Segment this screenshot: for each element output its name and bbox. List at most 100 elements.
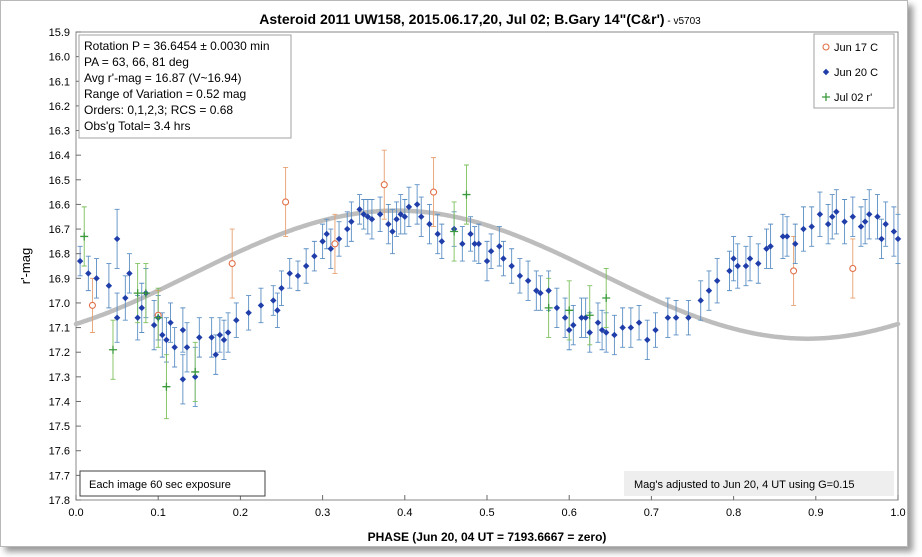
data-point-jun20 <box>356 206 363 213</box>
data-point-jun17 <box>380 181 388 189</box>
data-point-jun20 <box>866 211 873 218</box>
data-point-jun20 <box>475 240 482 248</box>
y-tick-label: 17.5 <box>49 421 70 433</box>
data-point-jun20 <box>561 314 569 321</box>
data-point-jun20 <box>496 243 503 250</box>
data-point-jun20 <box>533 287 540 294</box>
x-tick-label: 0.1 <box>151 507 166 519</box>
data-point-jul02 <box>544 303 553 312</box>
info-box: Rotation P = 36.6454 ± 0.0030 min PA = 6… <box>78 34 292 139</box>
data-point-jun20 <box>800 225 807 233</box>
data-point-jul02 <box>450 227 459 236</box>
data-point-jun20 <box>578 314 585 321</box>
info-rotation: Rotation P = 36.6454 ± 0.0030 min <box>84 39 270 53</box>
data-point-jun17 <box>88 301 96 309</box>
y-axis-label: r'-mag <box>18 248 33 284</box>
y-tick-label: 16.8 <box>49 249 70 261</box>
data-point-jun20 <box>138 304 145 312</box>
data-point-jun20 <box>208 334 215 341</box>
y-tick-label: 16.3 <box>49 126 70 138</box>
data-point-jun20 <box>598 326 606 334</box>
data-point-jul02 <box>462 190 471 199</box>
data-point-jun20 <box>191 373 199 381</box>
data-point-jun20 <box>393 216 400 223</box>
data-point-jun20 <box>783 233 791 240</box>
data-point-jun20 <box>878 235 885 243</box>
data-point-jun20 <box>360 211 367 218</box>
y-tick-label: 17.3 <box>49 372 70 384</box>
adjustment-note-text: Mag's adjusted to Jun 20, 4 UT using G=0… <box>634 479 855 491</box>
y-tick-label: 16.4 <box>49 150 70 162</box>
data-point-jun20 <box>405 203 413 211</box>
data-point-jun20 <box>294 272 302 280</box>
data-point-jun20 <box>397 211 404 218</box>
data-point-jun20 <box>524 277 532 284</box>
data-point-jun20 <box>344 225 351 233</box>
data-point-jun20 <box>755 260 762 267</box>
data-point-jul02 <box>162 382 171 391</box>
info-avg-mag: Avg r'-mag = 16.87 (V~16.94) <box>84 71 242 85</box>
data-point-jun20 <box>685 314 692 321</box>
data-point-jun20 <box>426 220 433 228</box>
data-point-jun20 <box>159 331 166 339</box>
y-tick-label: 16.7 <box>49 224 70 236</box>
x-axis: 0.0 0.1 0.2 0.3 0.4 0.5 0.6 0.7 0.8 0.9 1.0 <box>68 495 906 519</box>
data-point-jun20 <box>553 304 561 312</box>
marker-layer <box>76 181 902 391</box>
data-point-jun20 <box>212 351 219 358</box>
data-point-jun20 <box>274 307 281 314</box>
data-point-jun20 <box>746 255 754 262</box>
data-point-jun20 <box>385 220 392 228</box>
data-point-jun20 <box>619 324 626 331</box>
data-point-jun20 <box>652 326 659 334</box>
data-point-jun20 <box>311 252 318 260</box>
data-point-jun20 <box>726 267 733 275</box>
data-point-jun20 <box>779 233 787 240</box>
data-point-jun17 <box>228 259 236 268</box>
data-point-jun20 <box>500 255 507 262</box>
y-tick-label: 16.2 <box>49 101 70 113</box>
data-point-jun20 <box>179 326 187 334</box>
data-point-jun20 <box>278 284 285 292</box>
y-tick-label: 17.0 <box>49 298 70 310</box>
data-point-jun20 <box>829 213 836 220</box>
y-tick-label: 15.9 <box>49 27 70 39</box>
data-point-jun20 <box>438 238 445 245</box>
chart-title: Asteroid 2011 UW158, 2015.06.17,20, Jul … <box>259 11 701 27</box>
data-point-jun20 <box>134 314 141 321</box>
data-point-jun20 <box>335 235 343 243</box>
data-point-jun20 <box>302 262 310 270</box>
data-point-jun20 <box>113 314 121 321</box>
data-point-jun20 <box>85 270 92 277</box>
x-axis-label: PHASE (Jun 20, 04 UT = 7193.6667 = zero) <box>368 530 607 544</box>
x-tick-label: 0.9 <box>808 507 823 519</box>
data-point-jun20 <box>808 223 815 230</box>
data-point-jun20 <box>487 248 495 255</box>
data-point-jun20 <box>602 329 610 336</box>
data-point-jun20 <box>833 208 840 216</box>
data-point-jun20 <box>389 228 396 235</box>
chart-title-version: - v5703 <box>665 16 702 27</box>
data-point-jun20 <box>376 211 384 218</box>
data-point-jun17 <box>790 267 798 275</box>
data-point-jun20 <box>894 235 902 243</box>
legend-marker-jun17 <box>822 43 830 51</box>
y-axis: 15.9 16.0 16.1 16.2 16.3 16.4 16.5 16.6 16.7 16.8… <box>49 27 81 507</box>
data-point-jul02 <box>602 294 611 303</box>
data-point-jun20 <box>413 201 421 208</box>
data-point-jun20 <box>348 218 355 225</box>
info-pa: PA = 63, 66, 81 deg <box>84 55 189 69</box>
data-point-jun20 <box>635 319 643 326</box>
data-point-jun20 <box>545 287 552 294</box>
data-point-jun20 <box>742 262 750 270</box>
data-point-jun20 <box>644 336 651 344</box>
data-point-jun20 <box>874 213 881 220</box>
exposure-note: Each image 60 sec exposure <box>79 470 266 497</box>
data-point-jun20 <box>594 319 602 326</box>
data-point-jun17 <box>430 188 438 196</box>
adjustment-note-frame <box>624 471 894 496</box>
data-point-jun20 <box>890 228 898 235</box>
data-point-jun20 <box>183 344 191 351</box>
data-point-jun20 <box>582 314 589 321</box>
